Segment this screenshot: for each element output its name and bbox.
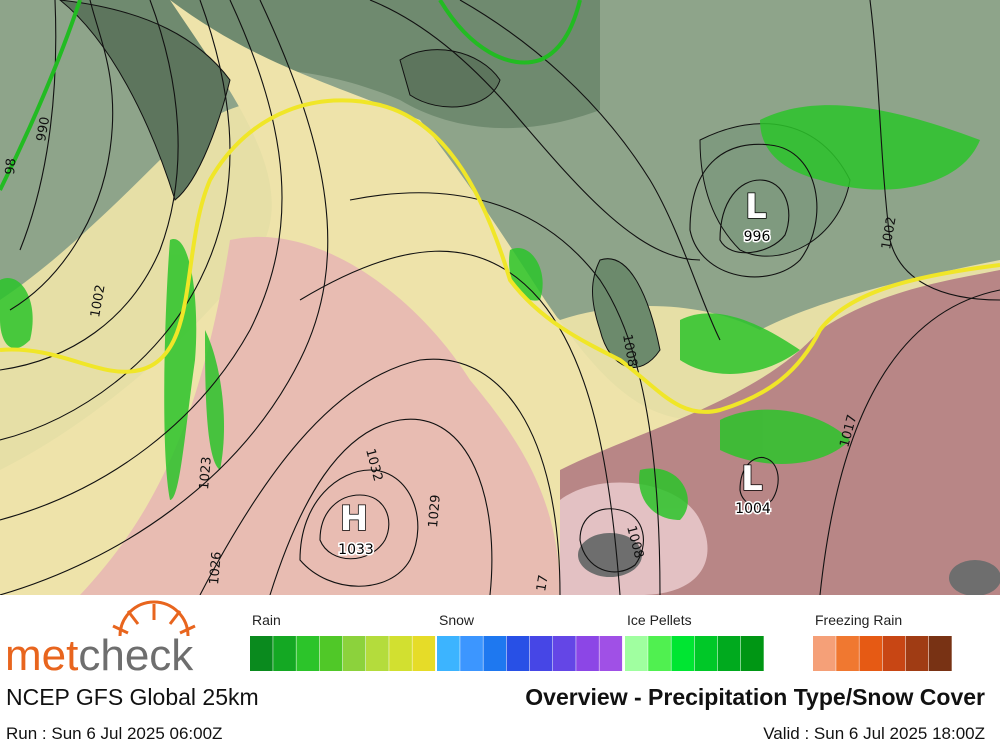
footer-panel [0,595,1000,749]
legend-swatch [882,636,906,671]
valid-time: Valid : Sun 6 Jul 2025 18:00Z [763,724,985,743]
legend-swatch [625,636,648,671]
legend-label: Rain [252,612,281,628]
pressure-centre-value: 1004 [735,501,771,517]
legend-swatch [506,636,530,671]
legend-swatch [648,636,671,671]
azores-high-area [80,236,560,595]
contour-line [438,0,582,65]
pressure-centre-value: 1033 [338,542,374,558]
isobar-label: 98 [3,158,19,176]
legend-swatch [342,636,366,671]
legend-swatch [717,636,741,671]
contour-line [0,0,82,191]
legend-swatch [671,636,695,671]
isobar-label: 1002 [879,215,900,250]
legend-swatch [296,636,320,671]
legend-swatch [813,636,836,671]
legend-swatch [859,636,883,671]
legend-swatch [599,636,623,671]
legend-swatch [694,636,718,671]
rain-areas [0,105,980,520]
legend-swatch [412,636,436,671]
logo-part: met [5,631,78,680]
model-name: NCEP GFS Global 25km [6,684,259,710]
legend-label: Snow [439,612,475,628]
isobar-label: 1008 [619,333,640,368]
legend-swatch [929,636,952,671]
legend-swatch [836,636,859,671]
isobar-label: 1026 [207,551,225,585]
legend-swatch [576,636,599,671]
pressure-centre-letter: H [340,499,368,539]
logo-rays [112,604,196,635]
logo: metcheck [5,600,196,680]
run-time: Run : Sun 6 Jul 2025 06:00Z [6,724,222,743]
isobar-label: 990 [34,116,53,143]
legend-swatch [553,636,576,671]
low-pressure-core [578,533,642,577]
pressure-centre-value: 996 [744,229,771,245]
legend-swatch [250,636,273,671]
legend-swatch [366,636,389,671]
pressure-centre-letter: L [741,459,763,499]
britain [592,258,661,368]
freezing-level-line [0,98,1000,414]
pressure-centre-letter: L [745,187,767,227]
legend-swatch [319,636,343,671]
logo-text: metcheck [5,631,194,680]
logo-sun [118,600,190,637]
legend-swatch [460,636,483,671]
legend-swatch [483,636,507,671]
legend-swatch [389,636,412,671]
legend-swatch [273,636,296,671]
isobar-label: 1029 [426,494,444,528]
legend-swatch [741,636,764,671]
isobars [0,0,1000,596]
legend-label: Freezing Rain [815,612,902,628]
isobar-label: 1002 [88,283,109,318]
isobar-label: 17 [534,574,552,593]
iceland [399,49,501,108]
map-title: Overview - Precipitation Type/Snow Cover [525,684,985,710]
legend-swatch [437,636,460,671]
low-pressure-core [949,560,1000,596]
legend: Rain Snow Ice Pellets Freezing Rain [250,612,952,671]
legend-label: Ice Pellets [627,612,692,628]
legend-swatch [905,636,929,671]
map: 990 1002 1023 1026 1029 1032 1008 1008 1… [0,0,1000,596]
isobar-label: 1023 [197,456,215,490]
legend-swatch [529,636,553,671]
greenland [59,0,231,201]
logo-part: check [78,631,194,680]
